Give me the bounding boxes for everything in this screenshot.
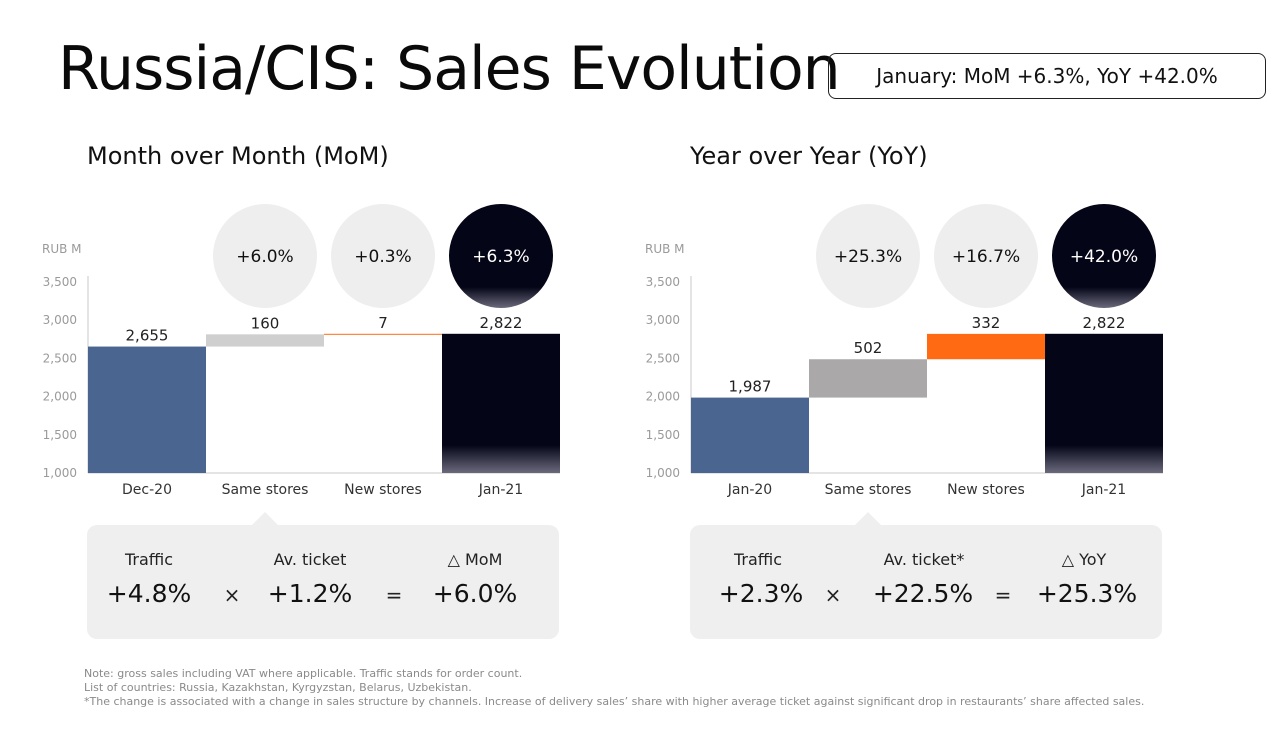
bar-same-stores	[809, 359, 927, 398]
x-tick-label: Same stores	[825, 482, 912, 498]
footnote-line: List of countries: Russia, Kazakhstan, K…	[84, 681, 472, 694]
value-label: 2,822	[1083, 314, 1126, 332]
mom-panel-title: Month over Month (MoM)	[87, 142, 389, 170]
bar-jan-21	[1045, 333, 1163, 473]
equals-sign: =	[994, 583, 1012, 607]
delta-label: △ MoM	[447, 550, 503, 569]
avg-ticket-value: +1.2%	[267, 579, 353, 608]
unit-label: RUB M	[42, 242, 82, 256]
y-tick-label: 3,000	[43, 313, 77, 327]
value-label: 1,987	[729, 378, 772, 396]
value-label: 7	[378, 314, 388, 332]
summary-box: January: MoM +6.3%, YoY +42.0%	[828, 53, 1266, 99]
page-title: Russia/CIS: Sales Evolution	[58, 34, 841, 104]
y-tick-label: 1,000	[43, 466, 77, 480]
footnotes: Note: gross sales including VAT where ap…	[84, 667, 1144, 709]
x-tick-label: New stores	[344, 482, 422, 498]
avg-ticket-label: Av. ticket	[273, 550, 347, 569]
x-tick-label: Same stores	[222, 482, 309, 498]
percent-bubble	[816, 204, 920, 308]
traffic-value: +2.3%	[718, 579, 804, 608]
bubble-label: +42.0%	[1070, 247, 1138, 267]
traffic-label: Traffic	[733, 550, 783, 569]
avg-ticket-value: +22.5%	[872, 579, 974, 608]
value-label: 332	[972, 314, 1001, 332]
traffic-value: +4.8%	[106, 579, 192, 608]
bar-dec-20	[88, 346, 206, 473]
bubble-label: +0.3%	[354, 247, 411, 267]
bar-new-stores	[927, 333, 1045, 360]
percent-bubble	[449, 204, 553, 308]
y-tick-label: 3,500	[646, 275, 680, 289]
equals-sign: =	[385, 583, 403, 607]
bubble-label: +6.3%	[472, 247, 529, 267]
yoy-waterfall-chart: RUB M 1,000 1,500 2,000 2,500 3,000 3,500 1,987…	[645, 204, 1163, 498]
y-tick-label: 2,500	[43, 351, 77, 365]
y-tick-label: 1,500	[646, 428, 680, 442]
bar-same-stores	[206, 334, 324, 347]
y-tick-label: 3,000	[646, 313, 680, 327]
callout-pointer	[854, 512, 882, 526]
mom-decomposition-box: Traffic Av. ticket △ MoM +4.8% × +1.2% =…	[87, 512, 559, 639]
y-tick-label: 1,000	[646, 466, 680, 480]
multiply-sign: ×	[223, 583, 241, 607]
x-tick-label: Jan-20	[727, 482, 772, 498]
value-label: 160	[251, 314, 280, 332]
yoy-panel-title: Year over Year (YoY)	[690, 142, 928, 170]
delta-value: +6.0%	[432, 579, 518, 608]
bubble-label: +25.3%	[834, 247, 902, 267]
traffic-label: Traffic	[124, 550, 174, 569]
value-label: 502	[854, 339, 883, 357]
y-tick-label: 2,000	[646, 390, 680, 404]
bubble-label: +6.0%	[236, 247, 293, 267]
percent-bubble	[934, 204, 1038, 308]
bar-jan-20	[691, 397, 809, 473]
x-tick-label: Jan-21	[478, 482, 523, 498]
bubble-label: +16.7%	[952, 247, 1020, 267]
percent-bubble	[1052, 204, 1156, 308]
value-label: 2,822	[480, 314, 523, 332]
delta-value: +25.3%	[1036, 579, 1138, 608]
x-tick-label: New stores	[947, 482, 1025, 498]
bar-jan-21	[442, 333, 560, 473]
bar-new-stores	[324, 333, 442, 335]
percent-bubble	[213, 204, 317, 308]
avg-ticket-label: Av. ticket*	[883, 550, 965, 569]
x-tick-label: Jan-21	[1081, 482, 1126, 498]
callout-pointer	[251, 512, 279, 526]
y-tick-label: 3,500	[43, 275, 77, 289]
value-label: 2,655	[126, 327, 169, 345]
unit-label: RUB M	[645, 242, 685, 256]
footnote-line: Note: gross sales including VAT where ap…	[84, 667, 523, 680]
x-tick-label: Dec-20	[122, 482, 172, 498]
y-tick-label: 1,500	[43, 428, 77, 442]
delta-label: △ YoY	[1061, 550, 1107, 569]
y-tick-label: 2,500	[646, 351, 680, 365]
percent-bubble	[331, 204, 435, 308]
multiply-sign: ×	[824, 583, 842, 607]
y-tick-label: 2,000	[43, 390, 77, 404]
footnote-line: *The change is associated with a change …	[84, 695, 1145, 708]
yoy-decomposition-box: Traffic Av. ticket* △ YoY +2.3% × +22.5%…	[690, 512, 1162, 639]
mom-waterfall-chart: RUB M 1,000 1,500 2,000 2,500 3,000 3,500 2,655…	[42, 204, 560, 498]
